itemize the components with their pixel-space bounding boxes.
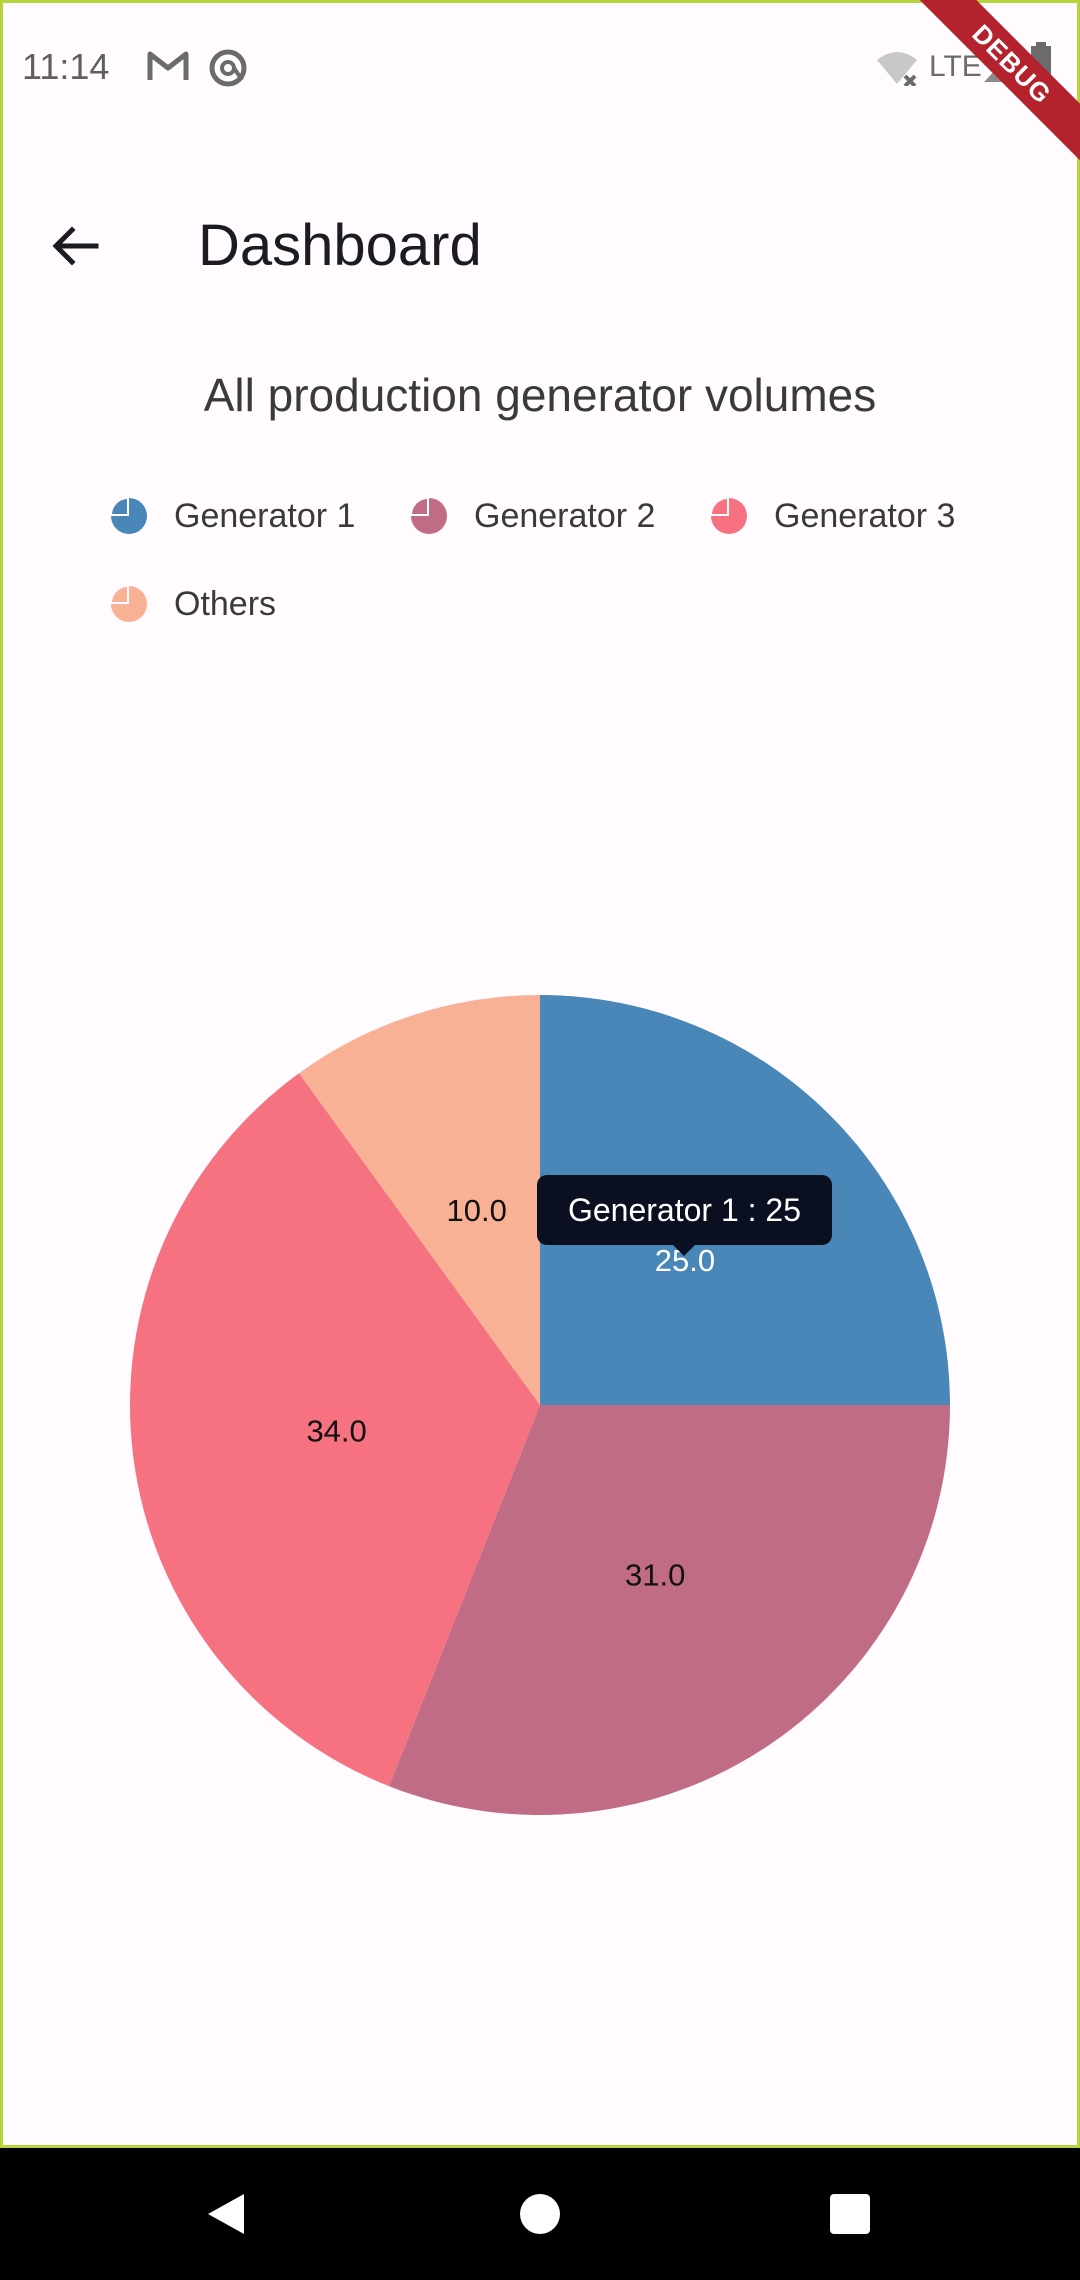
network-type: LTE — [929, 50, 982, 83]
app-bar: Dashboard — [0, 180, 1080, 310]
wifi-off-icon — [875, 50, 919, 91]
legend-label: Generator 1 — [174, 496, 356, 535]
back-button[interactable] — [40, 210, 112, 282]
nav-back-icon — [208, 2194, 244, 2234]
status-bar: 11:14 LTE DEBUG — [0, 0, 1080, 171]
nav-home-button[interactable] — [504, 2178, 576, 2250]
nav-back-button[interactable] — [190, 2178, 262, 2250]
pie-data-label: 34.0 — [306, 1414, 366, 1449]
legend-item-generator-3[interactable]: Generator 3 — [708, 494, 955, 538]
legend-item-others[interactable]: Others — [108, 582, 276, 626]
nav-recents-button[interactable] — [814, 2178, 886, 2250]
pie-slice-generator-3[interactable] — [129, 1073, 540, 1787]
legend-label: Generator 3 — [774, 496, 956, 535]
chart-title: All production generator volumes — [203, 369, 877, 421]
chart-tooltip: Generator 1 : 25 — [537, 1175, 832, 1245]
navigation-bar — [0, 2148, 1080, 2280]
arrow-back-icon — [52, 226, 99, 266]
legend-pie-icon — [111, 586, 147, 622]
legend-pie-icon — [411, 498, 447, 534]
pie-chart: 25.031.034.010.0 — [129, 995, 950, 1816]
nav-home-icon — [520, 2194, 560, 2234]
legend-label: Others — [174, 584, 277, 623]
legend-pie-icon — [111, 498, 147, 534]
tooltip-arrow — [672, 1244, 696, 1256]
page-title: Dashboard — [198, 213, 482, 278]
legend-item-generator-1[interactable]: Generator 1 — [108, 494, 355, 538]
pie-slice-others[interactable] — [299, 995, 540, 1405]
pie-data-label: 31.0 — [625, 1558, 685, 1593]
legend-label: Generator 2 — [474, 496, 656, 535]
pie-slice-generator-2[interactable] — [389, 1405, 950, 1816]
status-time: 11:14 — [22, 46, 110, 87]
legend-item-generator-2[interactable]: Generator 2 — [408, 494, 655, 538]
gmail-icon — [146, 48, 190, 89]
pie-data-label: 10.0 — [446, 1193, 506, 1228]
at-sign-icon — [208, 48, 248, 93]
nav-recents-icon — [830, 2194, 870, 2234]
legend-pie-icon — [711, 498, 747, 534]
